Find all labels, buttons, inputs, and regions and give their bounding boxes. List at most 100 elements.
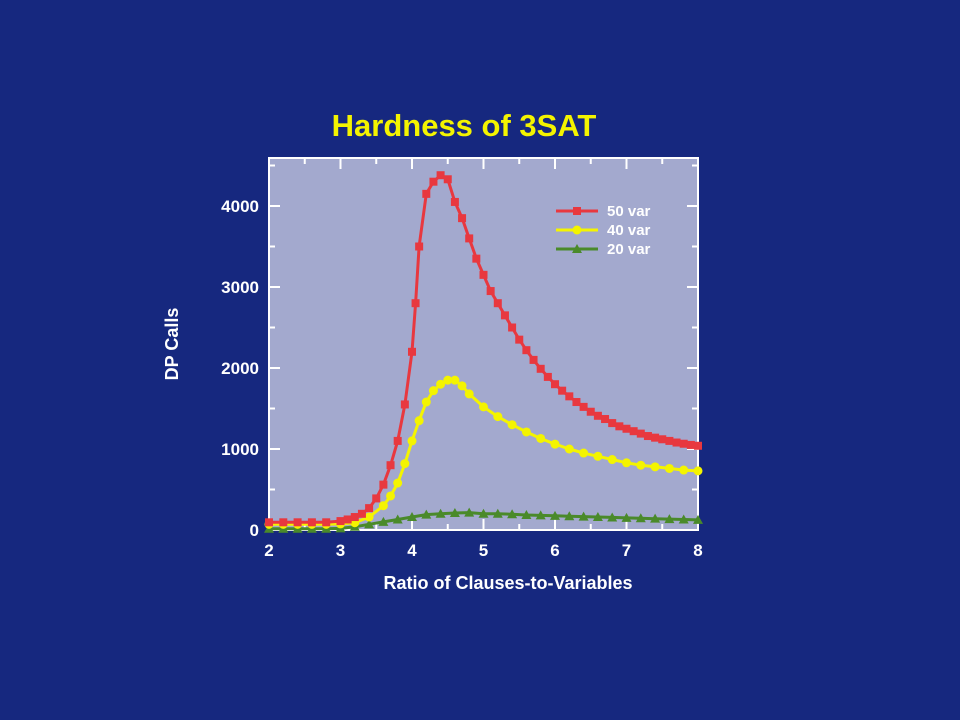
- data-point-40-var: [443, 375, 453, 385]
- data-point-50-var: [615, 422, 624, 431]
- legend-label: 50 var: [607, 203, 651, 220]
- data-point-20-var: [621, 512, 632, 522]
- data-point-50-var: [551, 380, 559, 389]
- data-point-20-var: [492, 508, 503, 518]
- data-point-40-var: [636, 460, 646, 470]
- data-point-40-var: [421, 397, 431, 407]
- legend-marker: [572, 225, 582, 235]
- data-point-40-var: [507, 420, 517, 430]
- data-point-50-var: [400, 400, 409, 409]
- series-50-var: [265, 171, 702, 527]
- data-point-20-var: [392, 514, 403, 524]
- data-point-20-var: [435, 508, 446, 518]
- legend-item-40-var: 40 var: [556, 222, 651, 239]
- data-point-40-var: [493, 412, 503, 422]
- data-point-50-var: [500, 311, 509, 320]
- data-point-40-var: [414, 416, 424, 426]
- data-point-50-var: [493, 299, 502, 308]
- x-tick-label: 4: [407, 541, 417, 560]
- legend-item-20-var: 20 var: [556, 241, 651, 258]
- data-point-20-var: [507, 509, 518, 519]
- data-point-50-var: [436, 171, 445, 180]
- data-point-40-var: [378, 501, 388, 511]
- data-point-50-var: [543, 372, 552, 381]
- legend: 50 var 40 var 20 var: [556, 203, 651, 258]
- data-point-50-var: [536, 364, 545, 373]
- data-point-50-var: [465, 234, 474, 243]
- data-point-50-var: [643, 432, 652, 441]
- data-point-40-var: [693, 466, 703, 476]
- data-point-20-var: [607, 512, 618, 522]
- data-point-50-var: [694, 441, 702, 450]
- data-point-50-var: [429, 177, 438, 186]
- x-tick-label: 2: [264, 541, 273, 560]
- x-tick-label: 7: [622, 541, 631, 560]
- data-point-50-var: [508, 323, 517, 332]
- data-point-50-var: [343, 515, 352, 524]
- data-point-40-var: [622, 458, 631, 468]
- data-point-50-var: [372, 494, 381, 503]
- data-point-20-var: [578, 511, 589, 521]
- data-point-50-var: [393, 436, 402, 445]
- data-point-20-var: [364, 519, 375, 529]
- data-point-50-var: [350, 513, 359, 522]
- data-point-50-var: [529, 355, 538, 364]
- x-axis-label: Ratio of Clauses-to-Variables: [383, 573, 632, 593]
- data-point-50-var: [651, 433, 660, 442]
- data-point-50-var: [658, 435, 667, 444]
- y-tick-label: 4000: [221, 197, 259, 216]
- plot-area: [268, 157, 699, 531]
- data-point-50-var: [422, 189, 431, 198]
- data-point-40-var: [650, 462, 660, 472]
- data-point-40-var: [407, 436, 417, 446]
- data-point-50-var: [486, 287, 495, 296]
- data-point-50-var: [365, 504, 374, 513]
- data-point-50-var: [411, 299, 420, 308]
- data-point-20-var: [421, 509, 432, 519]
- data-point-40-var: [400, 459, 410, 469]
- y-tick-labels: 0 1000 2000 3000 4000: [221, 197, 259, 540]
- data-point-40-var: [536, 433, 546, 443]
- data-point-50-var: [608, 419, 617, 428]
- data-point-50-var: [565, 392, 574, 401]
- y-axis-label: DP Calls: [162, 308, 182, 381]
- data-point-40-var: [607, 455, 617, 465]
- data-point-20-var: [650, 513, 661, 523]
- data-point-40-var: [579, 448, 589, 458]
- data-point-40-var: [428, 386, 438, 396]
- data-point-50-var: [579, 402, 588, 411]
- legend-label: 40 var: [607, 222, 651, 239]
- data-point-50-var: [665, 436, 674, 445]
- data-point-50-var: [450, 197, 459, 206]
- data-point-50-var: [572, 398, 581, 407]
- series-40-var: [264, 375, 703, 529]
- data-point-40-var: [393, 478, 403, 488]
- data-point-20-var: [564, 511, 575, 521]
- legend-label: 20 var: [607, 241, 651, 258]
- x-tick-label: 8: [693, 541, 702, 560]
- data-point-50-var: [408, 347, 416, 356]
- data-point-50-var: [458, 214, 467, 223]
- y-tick-label: 0: [250, 521, 259, 540]
- chart-title: Hardness of 3SAT: [332, 108, 597, 143]
- data-point-50-var: [379, 480, 388, 489]
- data-point-20-var: [535, 510, 546, 520]
- data-point-50-var: [443, 175, 452, 184]
- y-tick-label: 1000: [221, 440, 259, 459]
- data-point-20-var: [407, 512, 417, 522]
- data-point-50-var: [636, 429, 645, 438]
- series-group: [264, 171, 703, 533]
- data-point-50-var: [515, 335, 524, 344]
- data-point-40-var: [450, 375, 460, 385]
- data-point-50-var: [472, 254, 481, 263]
- data-point-20-var: [693, 514, 703, 524]
- y-tick-label: 3000: [221, 278, 259, 297]
- data-point-20-var: [478, 508, 489, 518]
- data-point-20-var: [592, 512, 603, 522]
- data-point-20-var: [449, 507, 460, 517]
- data-point-20-var: [521, 510, 532, 520]
- data-point-50-var: [322, 518, 331, 527]
- data-point-40-var: [436, 379, 446, 389]
- y-tick-label: 2000: [221, 359, 259, 378]
